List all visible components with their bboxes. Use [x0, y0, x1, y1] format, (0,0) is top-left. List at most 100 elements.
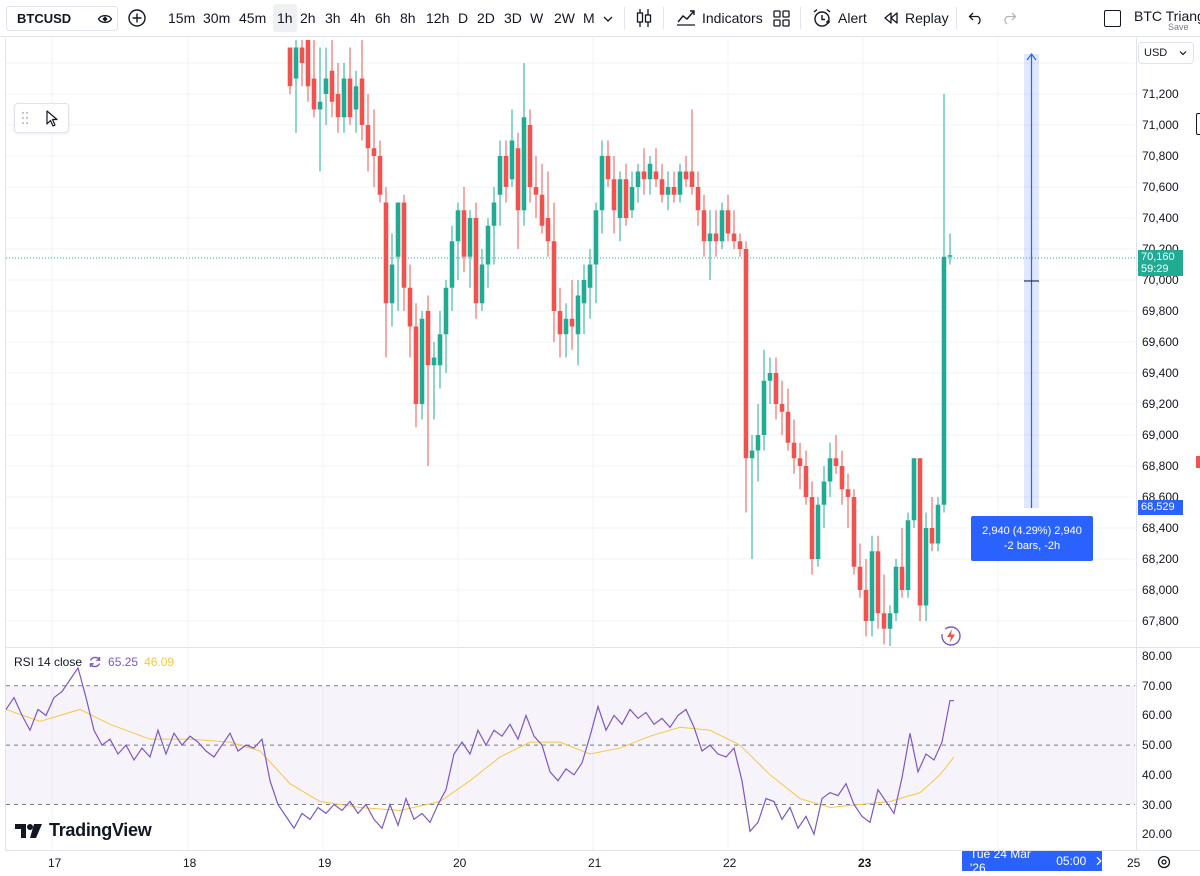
- measure-price-tag: 68,529: [1138, 500, 1183, 515]
- save-button[interactable]: Save: [1168, 22, 1189, 32]
- compare-symbol-icon[interactable]: [127, 8, 147, 28]
- timeframe-4h[interactable]: 4h: [350, 10, 366, 26]
- candle-body: [875, 551, 881, 614]
- candle-body: [395, 202, 401, 257]
- candles-icon[interactable]: [635, 8, 653, 28]
- timeframe-45m[interactable]: 45m: [239, 10, 267, 26]
- refresh-icon[interactable]: [88, 655, 102, 669]
- floating-drawing-toolbar[interactable]: [14, 103, 69, 133]
- candle: [431, 342, 437, 420]
- undo-icon[interactable]: [968, 11, 984, 25]
- candle-body: [905, 520, 911, 590]
- timeframe-8h[interactable]: 8h: [400, 10, 416, 26]
- rsi-axis-label: 50.00: [1142, 738, 1173, 753]
- rsi-legend[interactable]: RSI 14 close 65.25 46.09: [14, 655, 174, 669]
- measure-bars: -2 bars, -2h: [1003, 540, 1061, 552]
- candle: [287, 47, 293, 94]
- price-axis[interactable]: [1136, 38, 1200, 850]
- timeframe-1h[interactable]: 1h: [273, 4, 297, 32]
- candle: [407, 264, 413, 358]
- pane-separator[interactable]: [5, 647, 1200, 648]
- side-panel-toggle[interactable]: [1196, 113, 1200, 135]
- layout-square-icon[interactable]: [1104, 10, 1121, 27]
- candle: [899, 528, 905, 598]
- candle-body: [467, 218, 473, 257]
- candle-body: [503, 156, 509, 187]
- timeframe-m[interactable]: M: [583, 10, 595, 26]
- candle: [767, 357, 773, 404]
- chart-pane[interactable]: [5, 38, 1135, 850]
- candle-body: [389, 264, 395, 304]
- candle-body: [539, 194, 545, 226]
- last-price: 70,160: [1141, 251, 1175, 263]
- alert-button[interactable]: Alert: [812, 4, 867, 32]
- candle: [305, 40, 311, 102]
- candle: [347, 47, 353, 125]
- layout-name[interactable]: BTC Triangl: [1134, 8, 1200, 24]
- time-label: 17: [48, 856, 62, 870]
- symbol-search[interactable]: BTCUSD: [6, 6, 118, 31]
- candle: [827, 442, 833, 497]
- replay-label: Replay: [905, 10, 949, 26]
- candle-body: [449, 241, 455, 288]
- timeframe-2h[interactable]: 2h: [300, 10, 316, 26]
- candle-body: [863, 590, 869, 621]
- timeframe-2w[interactable]: 2W: [554, 10, 575, 26]
- candle-body: [323, 78, 329, 94]
- drag-handle-icon[interactable]: [21, 111, 29, 125]
- timeframe-w[interactable]: W: [530, 10, 544, 26]
- candle-body: [491, 202, 497, 226]
- price-axis-label: 68,200: [1142, 552, 1179, 566]
- indicators-button[interactable]: Indicators: [676, 4, 763, 32]
- rsi-axis-label: 20.00: [1142, 827, 1173, 842]
- candle-body: [551, 241, 557, 311]
- settings-icon[interactable]: [1156, 854, 1172, 870]
- templates-icon[interactable]: [773, 10, 790, 27]
- candle: [905, 512, 911, 598]
- candle: [791, 419, 797, 474]
- candle: [689, 109, 695, 195]
- candle-body: [911, 458, 917, 521]
- candle-body: [839, 466, 845, 490]
- candle-body: [497, 156, 503, 195]
- candle-body: [743, 249, 749, 459]
- candle-body: [749, 450, 755, 459]
- currency-select[interactable]: USD: [1138, 42, 1194, 64]
- timeframe-30m[interactable]: 30m: [203, 10, 231, 26]
- candle-body: [317, 101, 323, 110]
- candle: [365, 94, 371, 172]
- timeframe-dropdown-icon[interactable]: [603, 15, 613, 23]
- price-axis-label: 67,800: [1142, 614, 1179, 628]
- tradingview-logo[interactable]: TradingView: [15, 820, 152, 841]
- candle: [551, 202, 557, 342]
- candle-body: [785, 411, 791, 443]
- candle-body: [791, 442, 797, 459]
- lightning-icon[interactable]: [940, 625, 962, 647]
- cursor-arrow-icon[interactable]: [45, 110, 59, 128]
- timeframe-3h[interactable]: 3h: [325, 10, 341, 26]
- rsi-background-band: [6, 685, 1135, 805]
- candle-body: [545, 218, 551, 242]
- crosshair-hour: 05:00: [1056, 854, 1087, 868]
- replay-button[interactable]: Replay: [883, 4, 949, 32]
- candle-body: [779, 404, 785, 412]
- indicators-label: Indicators: [702, 10, 763, 26]
- price-axis-label: 68,000: [1142, 583, 1179, 597]
- candle-body: [755, 435, 761, 451]
- timeframe-15m[interactable]: 15m: [168, 10, 196, 26]
- candle: [449, 225, 455, 311]
- redo-icon[interactable]: [1001, 11, 1017, 25]
- candle-body: [827, 458, 833, 482]
- timeframe-12h[interactable]: 12h: [426, 10, 450, 26]
- candle-body: [845, 489, 851, 497]
- candle: [797, 442, 803, 490]
- timeframe-3d[interactable]: 3D: [504, 10, 522, 26]
- timeframe-d[interactable]: D: [458, 10, 469, 26]
- candle-body: [647, 163, 653, 180]
- timeframe-2d[interactable]: 2D: [477, 10, 495, 26]
- timeframe-6h[interactable]: 6h: [375, 10, 391, 26]
- candle-body: [773, 373, 779, 404]
- watch-icon[interactable]: [97, 11, 113, 27]
- candle-body: [431, 357, 437, 366]
